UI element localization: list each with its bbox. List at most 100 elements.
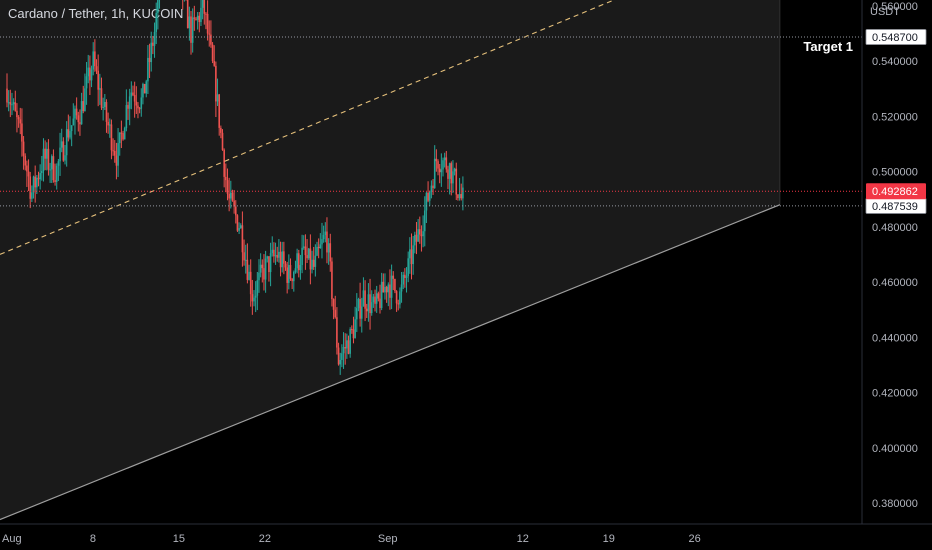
candle-body <box>372 296 375 303</box>
candle-body <box>152 42 154 46</box>
candle-body <box>191 17 194 43</box>
candle-body <box>82 101 85 112</box>
candle-body <box>289 265 292 279</box>
candle-body <box>322 235 325 240</box>
candle-body <box>327 243 330 253</box>
candle-body <box>127 105 129 109</box>
candle-body <box>442 160 444 170</box>
candle-body <box>117 143 119 166</box>
candle-body <box>407 258 409 277</box>
candle-body <box>437 161 439 169</box>
candle-body <box>405 276 408 278</box>
candle-body <box>195 18 197 20</box>
candle-body <box>443 157 446 161</box>
candle-body <box>238 228 240 231</box>
candle-body <box>283 251 285 264</box>
candle-body <box>369 294 371 314</box>
candle-body <box>261 264 264 269</box>
candle-body <box>14 102 17 111</box>
candle-body <box>87 67 90 77</box>
candle-body <box>230 192 232 199</box>
candle-body <box>120 132 123 134</box>
candle-body <box>425 192 428 211</box>
y-tick-label: 0.500000 <box>872 167 918 179</box>
candle-body <box>435 158 438 162</box>
candle-body <box>342 347 345 354</box>
candle-body <box>59 147 61 162</box>
candle-body <box>324 231 327 236</box>
y-tick-label: 0.420000 <box>872 388 918 400</box>
candle-body <box>36 177 38 188</box>
candle-body <box>105 102 108 122</box>
candle-body <box>259 264 262 273</box>
candle-body <box>264 258 267 280</box>
candle-body <box>137 105 139 109</box>
candle-body <box>31 192 33 199</box>
candle-body <box>438 168 441 173</box>
candle-body <box>269 253 272 273</box>
candle-body <box>266 256 269 259</box>
candle-body <box>385 286 388 293</box>
level-price-label: 0.487539 <box>872 201 918 213</box>
candle-body <box>138 108 141 110</box>
current-price-label: 0.492862 <box>872 186 918 198</box>
candle-body <box>415 234 418 242</box>
candle-body <box>329 243 332 262</box>
candle-body <box>306 255 308 259</box>
candle-body <box>113 150 116 156</box>
candle-body <box>370 302 373 314</box>
candle-body <box>422 231 424 237</box>
candle-body <box>99 88 101 90</box>
y-tick-label: 0.480000 <box>872 222 918 234</box>
candle-body <box>145 81 148 94</box>
candle-body <box>367 294 370 312</box>
candle-body <box>65 129 68 156</box>
candle-body <box>17 117 20 120</box>
candle-body <box>90 69 93 81</box>
candle-body <box>297 253 300 271</box>
candle-body <box>231 192 234 201</box>
candle-body <box>400 284 403 292</box>
candle-body <box>7 102 10 104</box>
candle-body <box>268 256 270 273</box>
candle-body <box>254 295 257 298</box>
candle-body <box>157 0 159 14</box>
candle-body <box>220 127 222 133</box>
candle-body <box>445 157 448 170</box>
candle-body <box>274 255 277 257</box>
x-tick-label: Sep <box>378 533 398 545</box>
candle-body <box>198 15 201 23</box>
candle-body <box>80 101 83 125</box>
candle-body <box>344 347 346 349</box>
candle-body <box>248 271 250 280</box>
candle-body <box>427 192 429 201</box>
candle-body <box>12 102 15 105</box>
candle-body <box>243 252 245 261</box>
candle-body <box>32 176 35 193</box>
candle-body <box>208 33 211 35</box>
candle-body <box>412 245 414 265</box>
x-tick-label: 22 <box>259 533 271 545</box>
candle-body <box>409 249 411 259</box>
candle-body <box>148 57 151 63</box>
candle-body <box>291 278 293 282</box>
candle-body <box>100 88 103 108</box>
candle-body <box>64 155 66 161</box>
candle-body <box>352 329 355 339</box>
candle-body <box>453 168 456 172</box>
candle-body <box>123 128 126 140</box>
candle-body <box>319 244 322 249</box>
chart-title: Cardano / Tether, 1h, KUCOIN <box>8 6 183 21</box>
x-tick-label: 26 <box>689 533 701 545</box>
candle-body <box>89 67 91 81</box>
candle-body <box>128 96 131 109</box>
candle-body <box>49 169 51 171</box>
candle-body <box>432 185 434 189</box>
candle-body <box>147 57 149 82</box>
candle-body <box>336 317 338 348</box>
candle-body <box>399 291 401 305</box>
candle-body <box>75 108 78 116</box>
channel-lower-line[interactable] <box>0 204 781 521</box>
candle-body <box>360 306 363 319</box>
